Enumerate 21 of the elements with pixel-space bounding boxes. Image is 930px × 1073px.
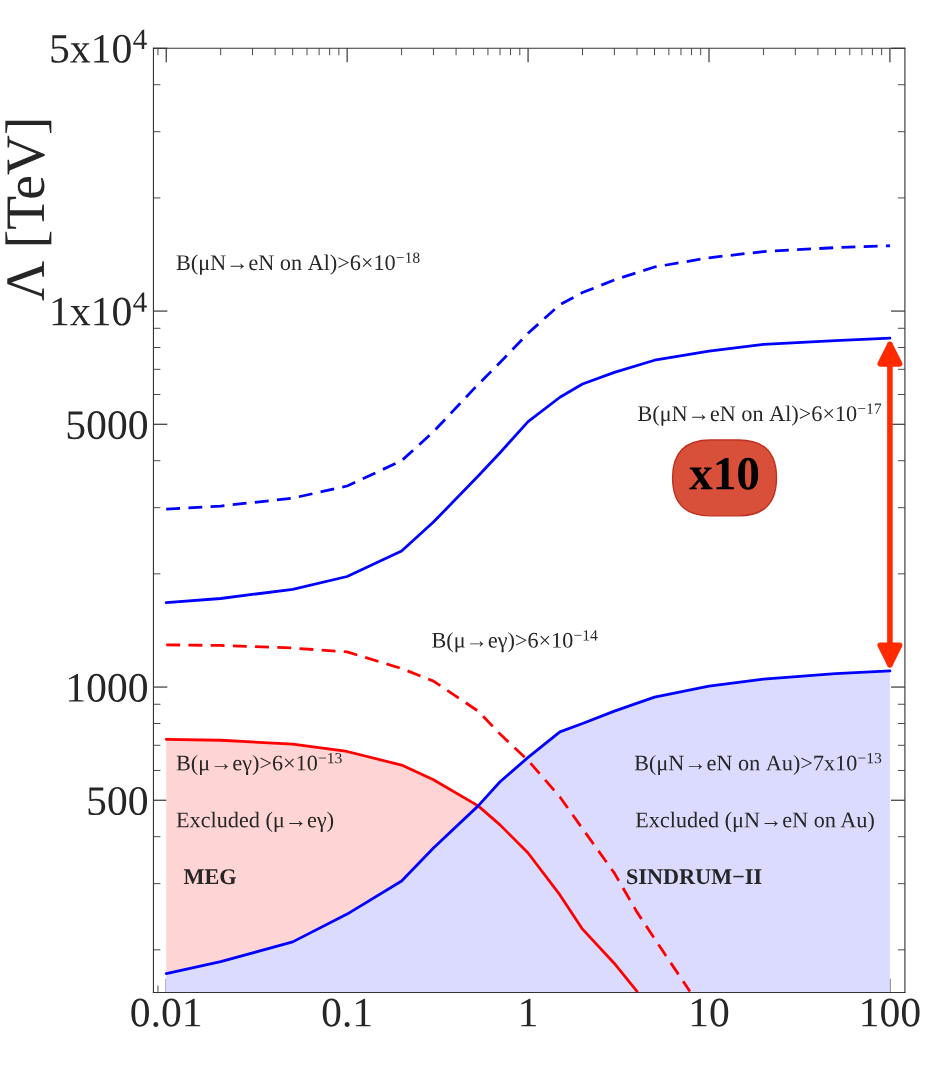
annotation: Excluded (μN→eN on Au) [635, 811, 874, 832]
x-tick-label: 100 [862, 998, 920, 1027]
annotation: B(μ→eγ)>6×10$^{−14}$ [432, 630, 598, 653]
x-tick-label: 0.1 [322, 998, 371, 1027]
y-axis-title: Λ [TeV] [5, 120, 52, 301]
x-tick-label: 10 [691, 998, 729, 1027]
annotation: B(μN→eN on Au)>7x10$^{−13}$ [634, 752, 882, 776]
y-tick-label: 5000 [67, 411, 147, 440]
annotation: B(μ→eγ)>6×10$^{−13}$ [176, 752, 342, 776]
annotation: Excluded (μ→eγ) [176, 811, 334, 832]
y-tick-label: 1x10$^{4}$ [52, 292, 147, 326]
x-tick-label: 0.01 [131, 998, 201, 1027]
x-tick-label: 1 [521, 998, 536, 1027]
annotation: SINDRUM−II [627, 869, 762, 885]
annotation: x10 [689, 457, 759, 490]
y-tick-label: 5x10$^{4}$ [51, 29, 147, 63]
annotation: B(μN→eN on Al)>6×10$^{−17}$ [638, 403, 882, 426]
y-tick-label: 1000 [68, 673, 147, 702]
annotation: MEG [183, 869, 236, 885]
y-tick-label: 500 [88, 786, 147, 816]
annotation: B(μN→eN on Al)>6×10$^{−18}$ [176, 252, 420, 275]
